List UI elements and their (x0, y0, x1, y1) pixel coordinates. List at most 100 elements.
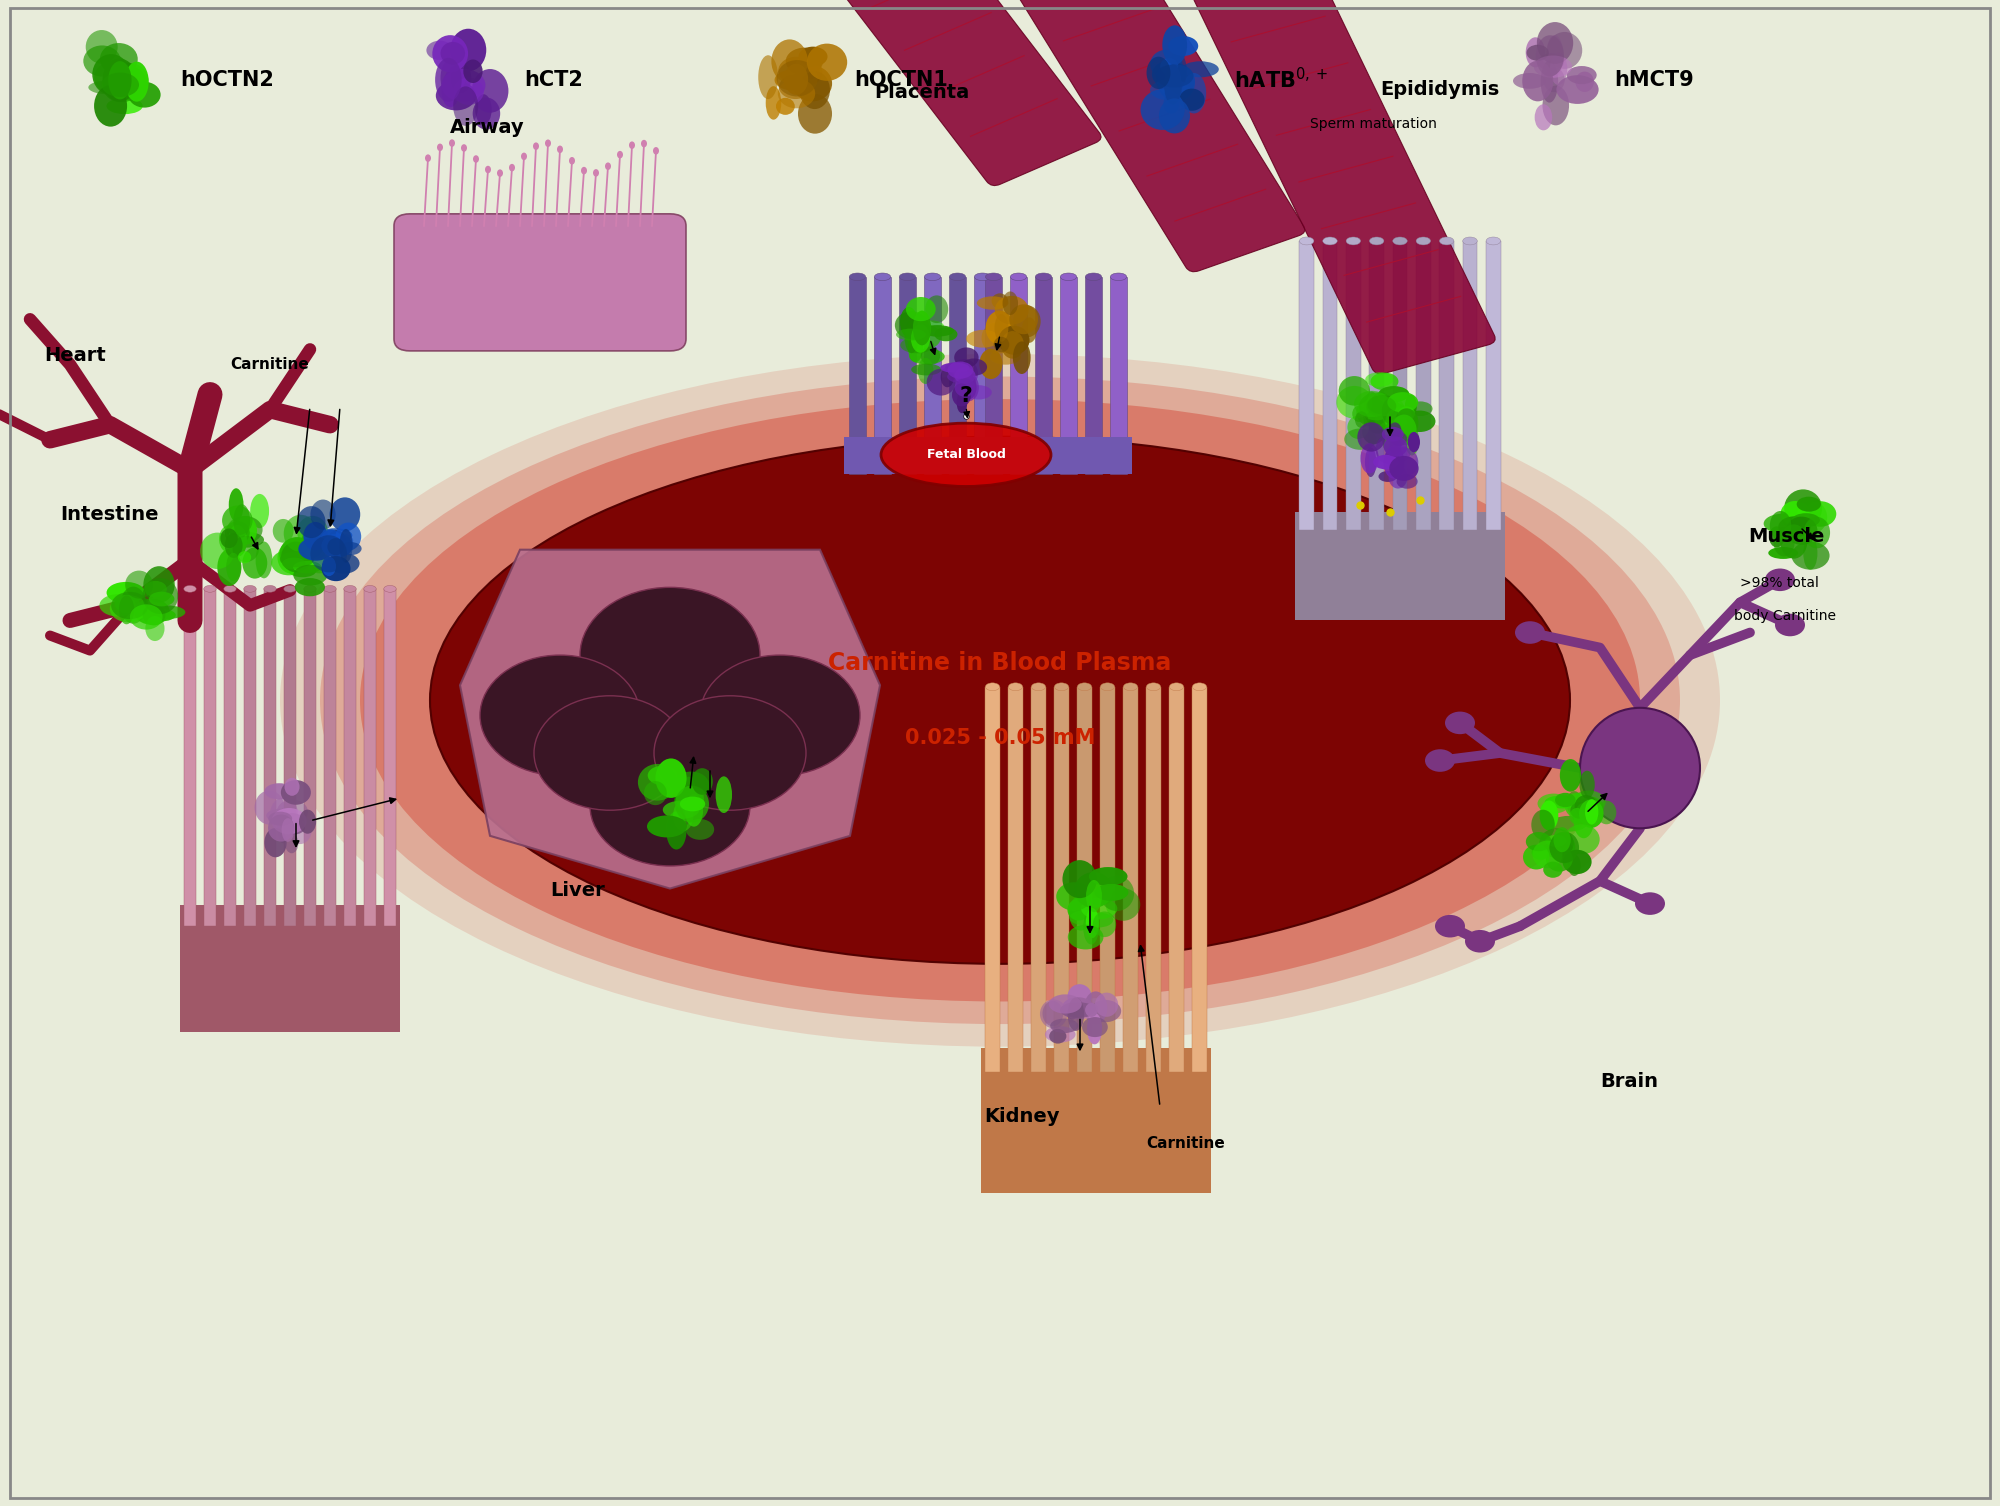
Ellipse shape (544, 140, 552, 148)
Ellipse shape (128, 81, 160, 107)
Ellipse shape (1804, 517, 1830, 548)
Ellipse shape (952, 384, 972, 407)
Ellipse shape (966, 330, 1000, 348)
Ellipse shape (1392, 416, 1408, 428)
Ellipse shape (676, 786, 704, 810)
Ellipse shape (1546, 834, 1566, 846)
Ellipse shape (1804, 501, 1836, 527)
Ellipse shape (1424, 750, 1456, 771)
Ellipse shape (520, 152, 528, 160)
Bar (384, 589, 396, 926)
Ellipse shape (426, 154, 432, 163)
Ellipse shape (1182, 72, 1206, 113)
Ellipse shape (1352, 405, 1366, 422)
Ellipse shape (270, 797, 298, 831)
Ellipse shape (200, 533, 234, 569)
Ellipse shape (384, 586, 396, 592)
Ellipse shape (280, 354, 1720, 1047)
Ellipse shape (1180, 89, 1204, 111)
Bar (204, 589, 216, 926)
Ellipse shape (1368, 395, 1398, 414)
Text: hOCTN2: hOCTN2 (180, 69, 274, 90)
Ellipse shape (1390, 404, 1410, 428)
Ellipse shape (92, 54, 130, 95)
Ellipse shape (224, 533, 242, 557)
Ellipse shape (264, 828, 286, 857)
Ellipse shape (108, 62, 132, 99)
Ellipse shape (958, 369, 970, 398)
Ellipse shape (318, 529, 352, 542)
Ellipse shape (778, 57, 814, 84)
Ellipse shape (674, 800, 694, 831)
Ellipse shape (288, 565, 316, 577)
Ellipse shape (646, 815, 686, 837)
Ellipse shape (946, 363, 962, 372)
Ellipse shape (226, 517, 262, 544)
Ellipse shape (1404, 411, 1436, 432)
Ellipse shape (1556, 75, 1598, 104)
Ellipse shape (1056, 883, 1092, 911)
Bar (1346, 241, 1360, 530)
Ellipse shape (1010, 273, 1026, 280)
Ellipse shape (1382, 422, 1400, 455)
Ellipse shape (894, 312, 928, 339)
Ellipse shape (1546, 35, 1564, 77)
Ellipse shape (436, 81, 476, 110)
Ellipse shape (1346, 236, 1360, 245)
Ellipse shape (230, 532, 264, 548)
Ellipse shape (684, 794, 704, 827)
Text: Epididymis: Epididymis (1380, 80, 1500, 99)
Ellipse shape (1796, 497, 1820, 512)
Ellipse shape (1158, 63, 1196, 102)
Ellipse shape (218, 526, 240, 553)
Ellipse shape (1012, 342, 1030, 373)
Bar (874, 277, 890, 474)
Ellipse shape (958, 373, 978, 401)
Ellipse shape (1092, 911, 1116, 937)
Ellipse shape (1390, 456, 1418, 480)
Ellipse shape (322, 557, 336, 577)
Ellipse shape (220, 529, 238, 548)
Ellipse shape (1170, 682, 1184, 691)
Ellipse shape (234, 505, 250, 538)
Ellipse shape (1804, 536, 1818, 569)
Ellipse shape (272, 809, 306, 834)
Ellipse shape (666, 812, 686, 849)
Bar (850, 277, 866, 474)
Ellipse shape (114, 595, 140, 613)
Bar (1440, 241, 1454, 530)
Ellipse shape (1356, 398, 1388, 426)
Ellipse shape (1550, 831, 1580, 863)
Polygon shape (460, 550, 880, 889)
Ellipse shape (1550, 816, 1588, 831)
Ellipse shape (800, 71, 830, 108)
Ellipse shape (1784, 489, 1822, 527)
Ellipse shape (284, 777, 300, 795)
Ellipse shape (974, 273, 990, 280)
Ellipse shape (1044, 1026, 1076, 1042)
FancyBboxPatch shape (394, 214, 686, 351)
Ellipse shape (144, 581, 166, 598)
Ellipse shape (1580, 797, 1604, 819)
Ellipse shape (432, 35, 468, 72)
Ellipse shape (606, 163, 612, 170)
Text: Intestine: Intestine (60, 505, 158, 524)
Ellipse shape (1086, 1003, 1098, 1017)
Ellipse shape (778, 75, 812, 99)
Ellipse shape (1564, 792, 1590, 818)
Ellipse shape (924, 273, 940, 280)
Ellipse shape (102, 72, 140, 96)
Ellipse shape (1570, 803, 1588, 819)
Ellipse shape (1010, 304, 1038, 334)
Bar (1100, 687, 1114, 1072)
Ellipse shape (120, 587, 146, 623)
Ellipse shape (1152, 60, 1186, 87)
Bar (980, 437, 1132, 474)
Ellipse shape (994, 337, 1010, 352)
Ellipse shape (1014, 306, 1040, 337)
Bar (1170, 687, 1184, 1072)
Ellipse shape (450, 57, 468, 90)
Circle shape (590, 745, 750, 866)
Ellipse shape (144, 608, 176, 622)
Ellipse shape (796, 54, 820, 80)
